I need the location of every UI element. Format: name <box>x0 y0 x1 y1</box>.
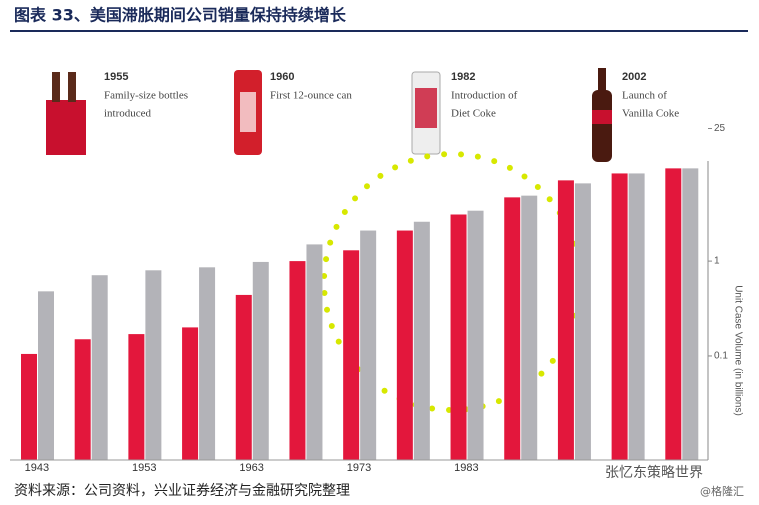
icon <box>68 72 76 102</box>
icon <box>240 92 256 132</box>
bar <box>252 261 269 460</box>
bar <box>557 180 574 460</box>
annotation-text: Diet Coke <box>451 108 496 120</box>
bar <box>665 168 682 461</box>
watermark: 张忆东策略世界 <box>605 464 703 481</box>
x-tick-label: 1973 <box>347 462 371 474</box>
x-tick-label: 1953 <box>132 462 156 474</box>
title: 图表 33、美国滞胀期间公司销量保持持续增长 <box>14 6 347 25</box>
bar <box>235 294 252 460</box>
bar <box>450 214 467 460</box>
bar <box>574 183 591 461</box>
x-tick-label: 1943 <box>25 462 49 474</box>
bar <box>628 173 645 460</box>
annotation-year: 1955 <box>104 71 128 83</box>
bar <box>38 291 54 460</box>
bar <box>413 221 430 460</box>
y-tick-label: 0.1 <box>714 351 728 362</box>
x-tick-label: 1983 <box>454 462 478 474</box>
y-axis-label: Unit Case Volume (in billions) <box>732 285 743 416</box>
product-icons <box>46 68 612 162</box>
annotation-text: Introduction of <box>451 90 518 102</box>
bar <box>91 275 108 460</box>
bar <box>343 250 360 460</box>
annotation-text: introduced <box>104 108 152 120</box>
bar <box>289 261 306 460</box>
annotation-text: First 12-ounce can <box>270 90 352 102</box>
bar <box>504 197 521 460</box>
bar <box>306 244 323 460</box>
bar <box>21 353 37 460</box>
icon <box>598 68 606 92</box>
annotation-text: Family-size bottles <box>104 90 188 102</box>
x-tick-label: 1963 <box>239 462 263 474</box>
annotation-text: Launch of <box>622 90 667 102</box>
annotation-year: 1960 <box>270 71 294 83</box>
bar <box>360 230 377 460</box>
bar <box>682 168 699 461</box>
icon <box>46 100 86 155</box>
bar <box>74 339 91 460</box>
icon <box>592 110 612 124</box>
icon <box>415 88 437 128</box>
bar <box>182 327 199 460</box>
bar <box>145 270 162 460</box>
annotation-year: 1982 <box>451 71 475 83</box>
y-tick-label: 1 <box>714 256 720 267</box>
annotation-text: Vanilla Coke <box>622 108 679 120</box>
bar <box>467 210 484 460</box>
annotation-year: 2002 <box>622 71 646 83</box>
icon <box>592 90 612 162</box>
bar <box>521 195 538 460</box>
icon <box>52 72 60 102</box>
source: 资料来源：公司资料，兴业证券经济与金融研究院整理 <box>14 483 350 499</box>
bar <box>128 334 145 460</box>
bar <box>611 173 628 460</box>
y-tick-label: 25 <box>714 123 726 134</box>
bar <box>199 267 216 460</box>
bar <box>396 230 413 460</box>
watermark: @格隆汇 <box>700 484 744 498</box>
